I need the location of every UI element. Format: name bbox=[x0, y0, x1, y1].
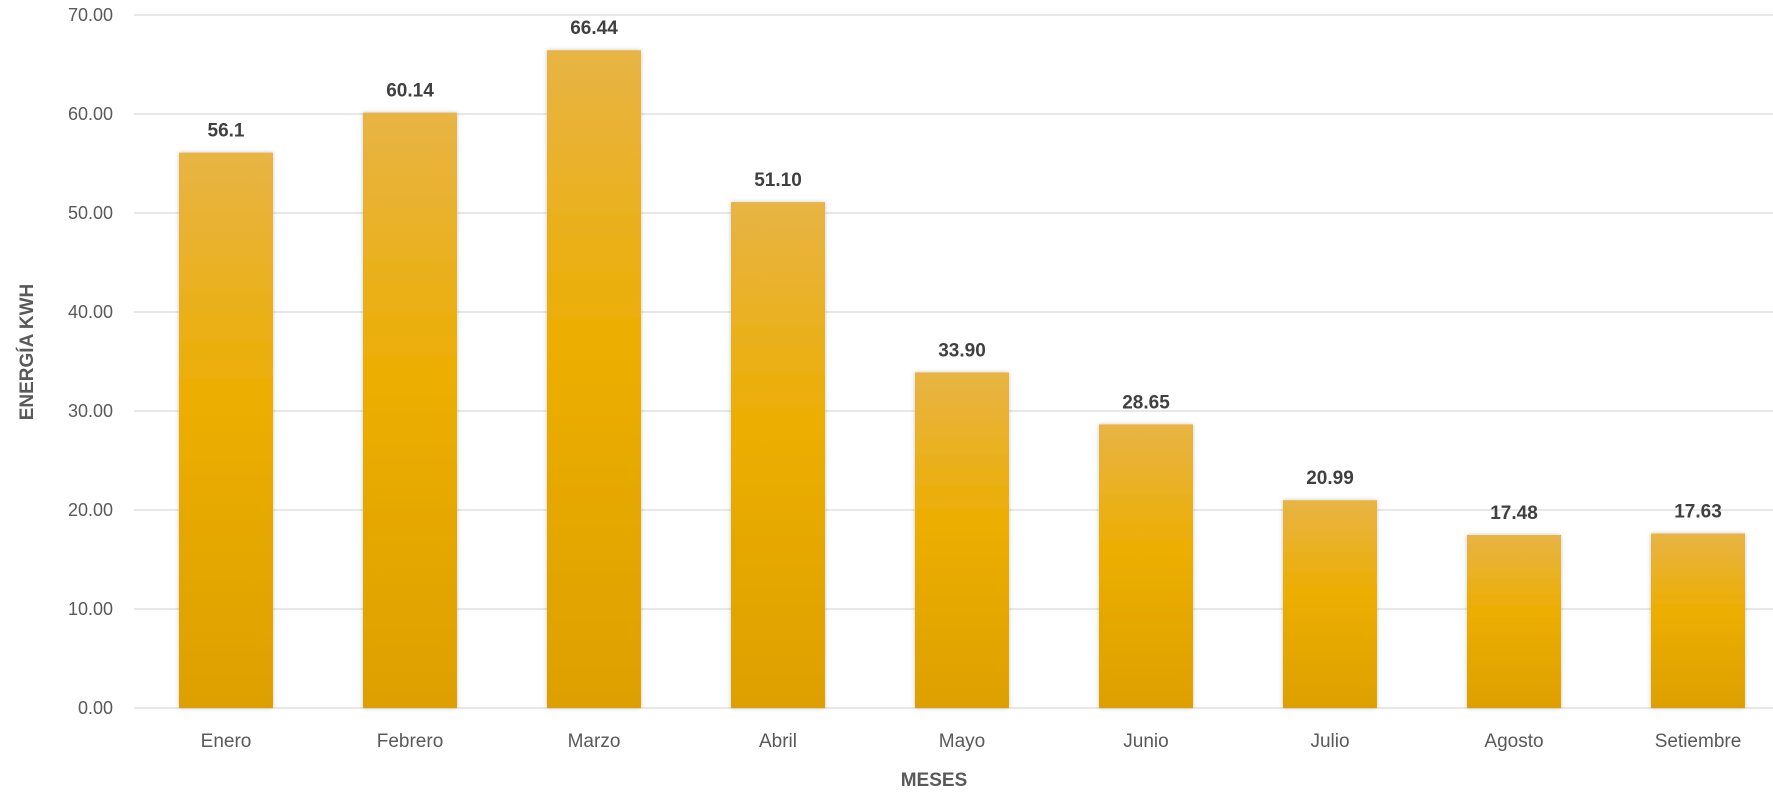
bars bbox=[179, 50, 1745, 709]
y-tick-label: 20.00 bbox=[68, 500, 113, 520]
x-tick-label: Enero bbox=[201, 731, 252, 752]
y-tick-label: 70.00 bbox=[68, 5, 113, 25]
data-label: 56.1 bbox=[208, 121, 245, 142]
data-label: 66.44 bbox=[570, 18, 618, 39]
data-label: 51.10 bbox=[754, 170, 802, 191]
bar-febrero bbox=[363, 112, 457, 708]
bar-agosto bbox=[1467, 534, 1561, 708]
data-label: 17.63 bbox=[1674, 501, 1722, 522]
x-axis-title: MESES bbox=[901, 770, 968, 791]
bar-setiembre bbox=[1651, 533, 1745, 708]
y-tick-label: 0.00 bbox=[78, 698, 113, 718]
y-axis-title: ENERGÍA KWH bbox=[16, 284, 38, 421]
x-tick-label: Mayo bbox=[939, 731, 985, 752]
x-tick-label: Abril bbox=[759, 731, 797, 752]
y-tick-label: 60.00 bbox=[68, 104, 113, 124]
y-tick-label: 40.00 bbox=[68, 302, 113, 322]
y-tick-label: 30.00 bbox=[68, 401, 113, 421]
y-tick-label: 10.00 bbox=[68, 599, 113, 619]
x-tick-label: Julio bbox=[1310, 731, 1349, 752]
data-labels: 56.1 60.14 66.44 51.10 33.90 28.65 20.99 17.48 1… bbox=[208, 18, 1722, 524]
data-label: 60.14 bbox=[386, 81, 434, 102]
bar-julio bbox=[1283, 500, 1377, 708]
data-label: 20.99 bbox=[1306, 468, 1354, 489]
x-tick-label: Febrero bbox=[377, 731, 444, 752]
data-label: 17.48 bbox=[1490, 503, 1538, 524]
bar-abril bbox=[731, 202, 825, 709]
bar-enero bbox=[179, 152, 273, 709]
bar-junio bbox=[1099, 424, 1193, 708]
x-axis-ticks: Enero Febrero Marzo Abril Mayo Junio Julio Agos… bbox=[201, 731, 1742, 752]
bar-marzo bbox=[547, 50, 641, 708]
y-axis-ticks: 0.00 10.00 20.00 30.00 40.00 50.00 60.00 70.00 bbox=[68, 5, 113, 718]
y-tick-label: 50.00 bbox=[68, 203, 113, 223]
x-tick-label: Junio bbox=[1123, 731, 1168, 752]
x-tick-label: Setiembre bbox=[1655, 731, 1742, 752]
bar-mayo bbox=[915, 372, 1009, 708]
data-label: 33.90 bbox=[938, 340, 986, 361]
x-tick-label: Marzo bbox=[568, 731, 621, 752]
data-label: 28.65 bbox=[1122, 392, 1170, 413]
x-tick-label: Agosto bbox=[1484, 731, 1543, 752]
